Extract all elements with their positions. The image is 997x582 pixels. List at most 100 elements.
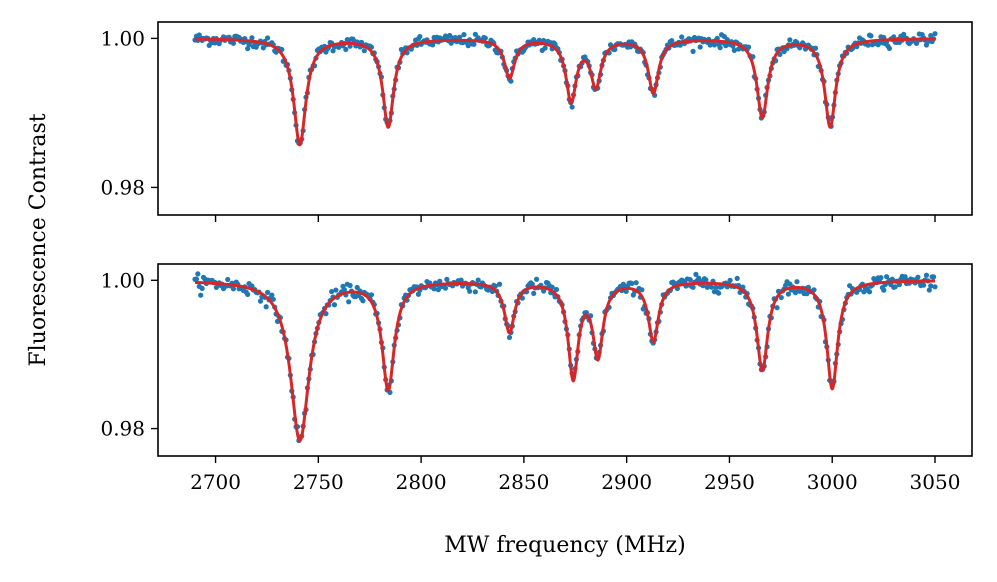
y-tick-label: 1.00 xyxy=(100,26,145,50)
data-point xyxy=(713,284,719,290)
data-point xyxy=(785,291,792,297)
data-point xyxy=(341,287,348,293)
data-point xyxy=(915,274,921,280)
data-point xyxy=(458,277,464,283)
data-point xyxy=(812,45,819,51)
data-point xyxy=(193,276,200,282)
data-point xyxy=(866,289,873,295)
data-point xyxy=(531,290,537,296)
data-point xyxy=(669,38,675,44)
data-point xyxy=(542,45,548,51)
data-point xyxy=(467,288,473,294)
data-point xyxy=(361,48,367,54)
data-point xyxy=(612,46,618,53)
data-point xyxy=(774,305,780,311)
y-tick-label: 1.00 xyxy=(100,268,145,292)
data-point xyxy=(270,296,276,302)
data-point xyxy=(723,43,729,49)
data-point xyxy=(633,280,639,286)
x-tick-label: 2850 xyxy=(498,470,549,494)
x-tick-label: 2700 xyxy=(190,470,241,494)
data-point xyxy=(901,31,907,38)
x-tick-label: 2900 xyxy=(601,470,652,494)
data-point xyxy=(529,281,535,287)
data-point xyxy=(442,285,449,291)
data-point xyxy=(257,298,264,304)
data-point xyxy=(569,104,575,110)
data-point xyxy=(415,291,422,297)
data-point xyxy=(444,276,450,282)
bottom-panel: 2700 2750 2800 2850 2900 2950 3000 3050 0.98 1.00 xyxy=(100,263,973,494)
data-point xyxy=(687,277,693,283)
data-point xyxy=(199,285,205,291)
x-tick-label: 2950 xyxy=(704,470,755,494)
data-point xyxy=(533,276,540,282)
data-point xyxy=(461,32,467,38)
data-point xyxy=(230,286,237,292)
y-tick-label: 0.98 xyxy=(100,175,145,199)
data-point xyxy=(690,48,696,55)
data-point xyxy=(921,282,927,288)
top-axes-frame xyxy=(157,21,973,216)
x-tick-label: 3050 xyxy=(910,470,961,494)
data-point xyxy=(697,44,703,50)
data-point xyxy=(902,274,908,280)
data-point xyxy=(553,286,560,293)
data-point xyxy=(932,31,938,37)
data-point xyxy=(892,284,898,290)
data-point xyxy=(264,35,271,41)
data-point xyxy=(472,289,478,295)
data-point xyxy=(923,42,930,48)
x-tick-label: 2750 xyxy=(293,470,344,494)
data-point xyxy=(354,284,360,291)
data-point xyxy=(884,274,890,280)
data-point xyxy=(778,294,784,301)
data-point xyxy=(264,289,271,295)
y-tick-label: 0.98 xyxy=(100,417,145,441)
data-point xyxy=(331,302,338,308)
top-fit-line xyxy=(193,37,937,147)
bottom-axes-frame xyxy=(157,263,973,457)
data-point xyxy=(475,277,481,283)
data-point xyxy=(430,42,436,48)
data-point xyxy=(878,275,884,281)
data-point xyxy=(693,271,699,277)
data-point xyxy=(708,284,715,290)
data-point xyxy=(865,42,871,48)
data-point xyxy=(868,33,874,39)
data-point xyxy=(329,288,335,295)
data-point xyxy=(923,272,930,278)
data-point xyxy=(734,275,740,281)
data-point xyxy=(225,276,231,283)
data-point xyxy=(431,286,437,292)
data-point xyxy=(471,41,477,47)
y-axis-label: Fluorescence Contrast xyxy=(26,113,51,366)
bottom-fit-line xyxy=(193,279,937,443)
data-point xyxy=(360,298,366,304)
data-point xyxy=(639,287,645,293)
data-point xyxy=(787,37,793,43)
data-point xyxy=(245,45,251,52)
data-point xyxy=(926,287,932,293)
top-plot-area xyxy=(192,31,938,147)
data-point xyxy=(731,47,737,53)
data-point xyxy=(711,42,718,48)
data-point xyxy=(930,274,937,280)
data-point xyxy=(347,282,353,289)
data-point xyxy=(472,31,478,37)
top-panel: 0.98 1.00 xyxy=(100,21,973,222)
data-point xyxy=(690,284,696,290)
data-point xyxy=(343,46,349,53)
data-point xyxy=(932,284,938,290)
data-point xyxy=(886,45,893,52)
x-axis-label: MW frequency (MHz) xyxy=(444,533,685,558)
data-point xyxy=(249,35,255,41)
data-point xyxy=(346,299,352,305)
data-point xyxy=(717,45,723,51)
x-tick-label: 2800 xyxy=(396,470,447,494)
data-point xyxy=(333,287,339,293)
data-point xyxy=(496,281,503,287)
data-point xyxy=(269,292,275,298)
data-point xyxy=(811,287,817,293)
